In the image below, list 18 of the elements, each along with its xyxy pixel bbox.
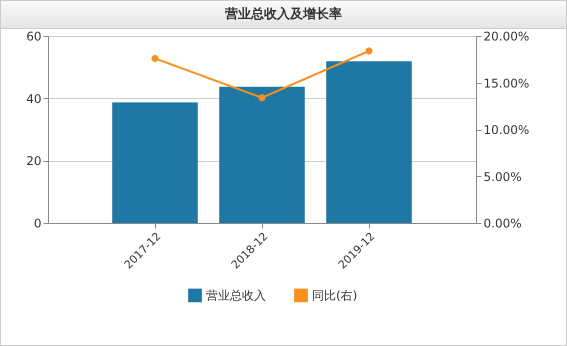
point <box>258 94 266 102</box>
point <box>151 54 159 62</box>
chart-title: 营业总收入及增长率 <box>1 1 566 29</box>
point <box>365 47 373 54</box>
y-tick-label: 40 <box>26 92 42 106</box>
bar <box>219 86 305 223</box>
bar <box>326 61 412 223</box>
legend-label: 同比(右) <box>312 288 358 302</box>
legend-label: 营业总收入 <box>206 288 266 302</box>
y-tick-label: 0 <box>34 216 42 230</box>
y2-tick-label: 15.00% <box>484 76 530 90</box>
bar <box>112 102 198 223</box>
y2-tick-label: 10.00% <box>484 123 530 137</box>
y2-tick-label: 5.00% <box>484 170 522 184</box>
y2-tick-label: 20.00% <box>484 30 530 44</box>
y-tick-label: 20 <box>26 154 42 168</box>
y-tick-label: 60 <box>26 30 42 44</box>
y2-tick-label: 0.00% <box>484 216 522 230</box>
